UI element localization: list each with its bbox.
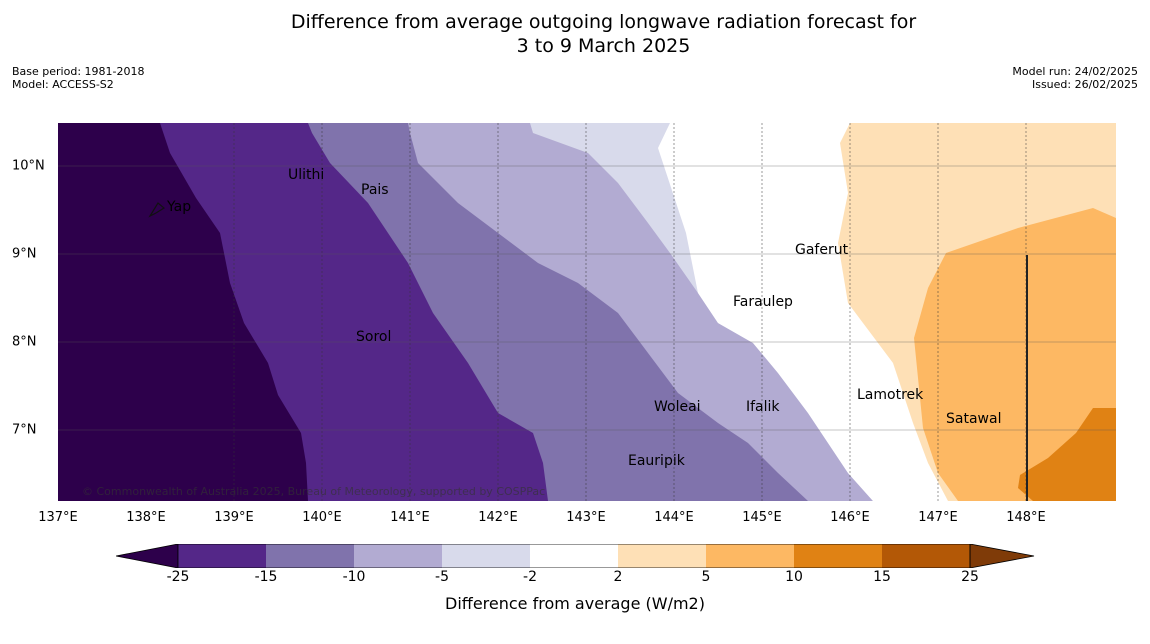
base-period-text: Base period: 1981-2018 bbox=[12, 65, 145, 78]
x-tick-label: 145°E bbox=[742, 510, 782, 525]
colorbar-segment bbox=[618, 544, 706, 568]
place-label-sorol: Sorol bbox=[356, 329, 392, 345]
copyright-notice: © Commonwealth of Australia 2025, Bureau… bbox=[82, 485, 546, 498]
place-label-ulithi: Ulithi bbox=[288, 167, 325, 183]
issued-text: Issued: 26/02/2025 bbox=[1031, 78, 1138, 91]
colorbar-extend-high bbox=[969, 544, 1035, 568]
colorbar-segment bbox=[266, 544, 354, 568]
x-tick-label: 146°E bbox=[830, 510, 870, 525]
place-label-satawal: Satawal bbox=[946, 411, 1002, 427]
band-10-15 bbox=[1018, 408, 1116, 501]
x-tick-label: 148°E bbox=[1006, 510, 1046, 525]
colorbar-segment bbox=[794, 544, 882, 568]
x-tick-label: 143°E bbox=[566, 510, 606, 525]
colorbar-tick: 2 bbox=[613, 569, 623, 585]
map-title: Difference from average outgoing longwav… bbox=[0, 10, 1150, 58]
colorbar-label: Difference from average (W/m2) bbox=[445, 594, 705, 613]
colorbar-segment bbox=[706, 544, 794, 568]
y-tick-label: 8°N bbox=[12, 334, 37, 350]
colorbar-frame bbox=[177, 544, 971, 568]
map-title-line2: 3 to 9 March 2025 bbox=[516, 35, 691, 57]
colorbar-segment bbox=[882, 544, 970, 568]
y-tick-label: 7°N bbox=[12, 422, 37, 438]
colorbar-tick: -25 bbox=[166, 569, 190, 585]
colorbar-tick: 25 bbox=[961, 569, 979, 585]
x-tick-label: 142°E bbox=[478, 510, 518, 525]
map-svg bbox=[58, 123, 1116, 501]
place-label-woleai: Woleai bbox=[654, 399, 701, 415]
colorbar-segment bbox=[354, 544, 442, 568]
place-label-pais: Pais bbox=[361, 182, 389, 198]
meta-left: Base period: 1981-2018 Model: ACCESS-S2 bbox=[12, 65, 144, 91]
place-label-yap: Yap bbox=[167, 199, 192, 215]
colorbar-tick: -2 bbox=[523, 569, 537, 585]
x-tick-label: 137°E bbox=[38, 510, 78, 525]
x-tick-label: 139°E bbox=[214, 510, 254, 525]
meta-right: Model run: 24/02/2025 Issued: 26/02/2025 bbox=[1012, 65, 1138, 91]
colorbar-segment bbox=[442, 544, 530, 568]
yap-island-shape bbox=[148, 202, 166, 218]
colorbar-tick: -10 bbox=[342, 569, 366, 585]
map-title-line1: Difference from average outgoing longwav… bbox=[290, 11, 917, 33]
colorbar-tick: -5 bbox=[435, 569, 449, 585]
place-label-faraulep: Faraulep bbox=[733, 294, 793, 310]
x-tick-label: 141°E bbox=[390, 510, 430, 525]
model-run-text: Model run: 24/02/2025 bbox=[1012, 65, 1138, 78]
place-label-ifalik: Ifalik bbox=[746, 399, 780, 415]
place-label-lamotrek: Lamotrek bbox=[857, 387, 924, 403]
colorbar-tick: 10 bbox=[785, 569, 803, 585]
meridians bbox=[233, 123, 1027, 501]
x-tick-label: 147°E bbox=[918, 510, 958, 525]
place-label-eauripik: Eauripik bbox=[628, 453, 685, 469]
x-tick-label: 138°E bbox=[126, 510, 166, 525]
colorbar-tick: 15 bbox=[873, 569, 891, 585]
y-tick-label: 9°N bbox=[12, 246, 37, 262]
model-text: Model: ACCESS-S2 bbox=[12, 78, 114, 91]
x-tick-label: 144°E bbox=[654, 510, 694, 525]
colorbar-tick: -15 bbox=[254, 569, 278, 585]
colorbar-segment bbox=[530, 544, 618, 568]
x-tick-label: 140°E bbox=[302, 510, 342, 525]
map-divider-line bbox=[1026, 255, 1028, 501]
band-5-10 bbox=[914, 208, 1116, 501]
map-area[interactable] bbox=[58, 123, 1116, 501]
y-tick-label: 10°N bbox=[12, 158, 45, 174]
colorbar bbox=[116, 544, 1035, 568]
gridlines bbox=[58, 165, 1116, 431]
place-label-gaferut: Gaferut bbox=[795, 242, 849, 258]
colorbar-extend-low bbox=[116, 544, 179, 568]
colorbar-segment bbox=[178, 544, 266, 568]
colorbar-tick: 5 bbox=[701, 569, 711, 585]
